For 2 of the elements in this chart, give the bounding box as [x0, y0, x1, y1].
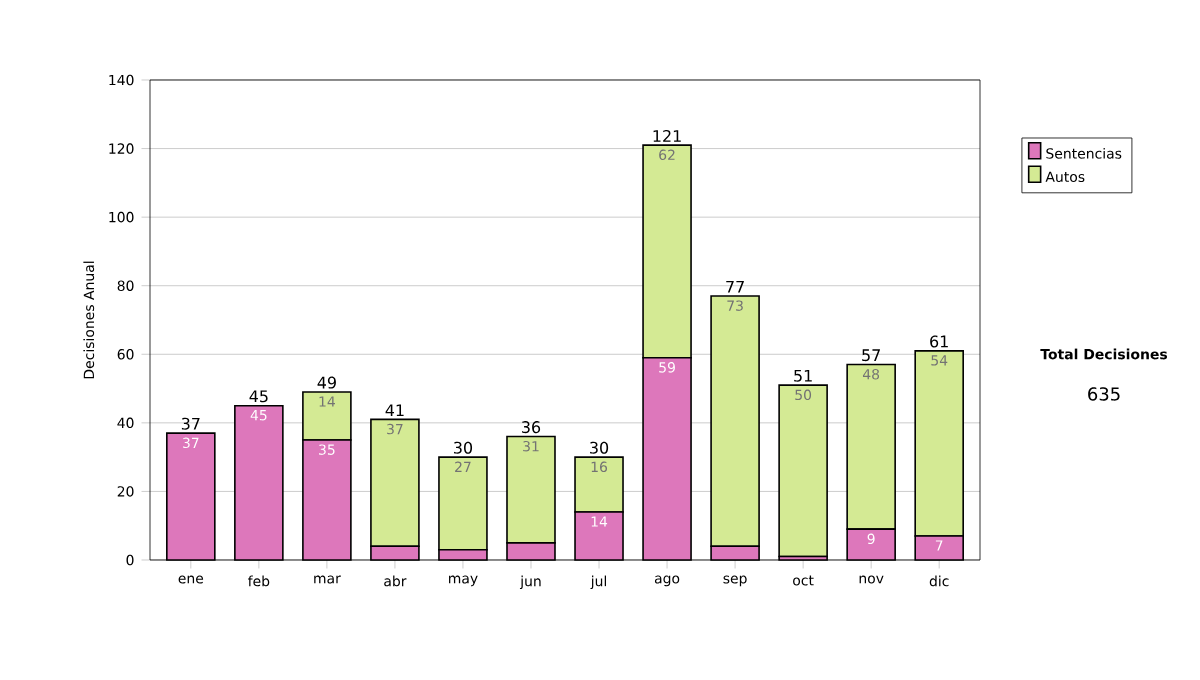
- text: 635: [1088, 387, 1120, 401]
- bar: [778, 384, 828, 558]
